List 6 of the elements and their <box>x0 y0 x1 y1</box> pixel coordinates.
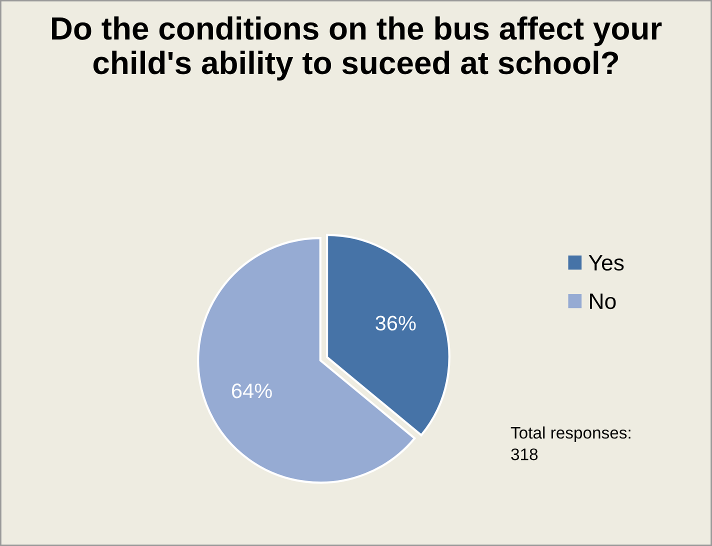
chart-title: Do the conditions on the bus affect your child's ability to suceed at school? <box>52 16 662 81</box>
data-label: 36% <box>376 316 416 331</box>
text: Total responses: 318 <box>510 426 630 460</box>
legend-label: Yes <box>588 255 624 271</box>
data-label: 64% <box>232 383 272 398</box>
legend-label: No <box>590 294 616 310</box>
